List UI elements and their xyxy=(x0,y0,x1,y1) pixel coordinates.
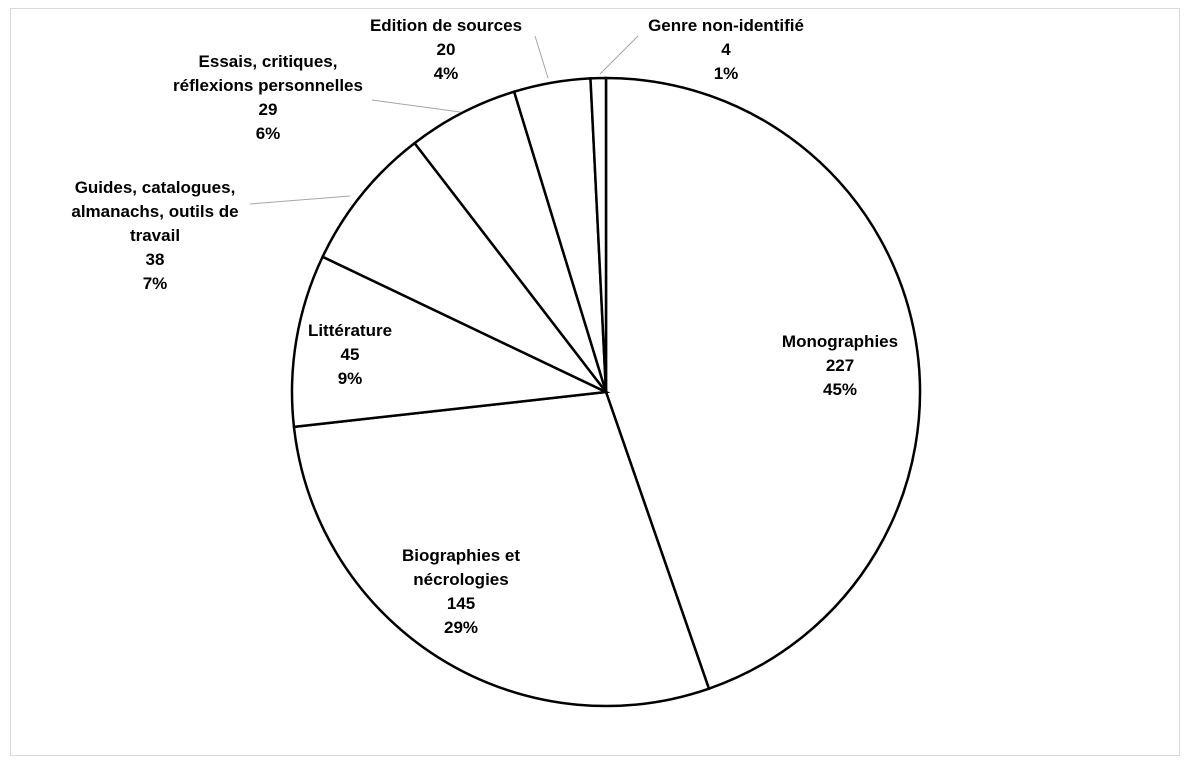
slice-percent: 45% xyxy=(823,380,857,399)
slice-percent: 29% xyxy=(444,618,478,637)
slice-label: Guides, catalogues, almanachs, outils de t… xyxy=(71,178,238,293)
slice-category: almanachs, outils de xyxy=(71,202,238,221)
slice-count: 38 xyxy=(146,250,165,269)
pie-slice xyxy=(320,141,607,394)
slice-count: 4 xyxy=(721,40,731,59)
slice-category: Edition de sources xyxy=(370,16,522,35)
slice-percent: 9% xyxy=(338,369,363,388)
slice-count: 45 xyxy=(341,345,360,364)
slice-category: Genre non-identifié xyxy=(648,16,804,35)
slice-percent: 1% xyxy=(714,64,739,83)
leader-lines xyxy=(249,35,639,205)
slice-label: Edition de sources 20 4% xyxy=(370,16,522,83)
slice-percent: 4% xyxy=(434,64,459,83)
pie-slice xyxy=(604,76,922,691)
slice-count: 29 xyxy=(259,100,278,119)
slice-percent: 7% xyxy=(143,274,168,293)
slice-category: nécrologies xyxy=(413,570,508,589)
slice-count: 227 xyxy=(826,356,854,375)
slice-category: réflexions personnelles xyxy=(173,76,363,95)
leader-line xyxy=(599,35,639,75)
slice-category: Essais, critiques, xyxy=(199,52,338,71)
pie-slice xyxy=(290,255,611,429)
slice-count: 145 xyxy=(447,594,475,613)
slice-label: Essais, critiques, réflexions personnelle… xyxy=(173,52,363,143)
slice-label: Littérature 45 9% xyxy=(308,321,392,388)
pie-slices xyxy=(290,76,922,708)
pie-slice xyxy=(292,390,711,708)
slice-category: Guides, catalogues, xyxy=(75,178,236,197)
leader-line xyxy=(371,99,461,113)
slice-percent: 6% xyxy=(256,124,281,143)
slice-label: Biographies et nécrologies 145 29% xyxy=(402,546,520,637)
leader-line xyxy=(534,35,549,79)
slice-category: Monographies xyxy=(782,332,898,351)
slice-category: Biographies et xyxy=(402,546,520,565)
data-labels: Monographies 227 45% Biographies et nécrolog… xyxy=(71,16,898,637)
slice-count: 20 xyxy=(437,40,456,59)
slice-label: Monographies 227 45% xyxy=(782,332,898,399)
pie-slice xyxy=(589,76,608,393)
slice-category: Littérature xyxy=(308,321,392,340)
slice-label: Genre non-identifié 4 1% xyxy=(648,16,804,83)
slice-category: travail xyxy=(130,226,180,245)
leader-line xyxy=(249,195,351,205)
